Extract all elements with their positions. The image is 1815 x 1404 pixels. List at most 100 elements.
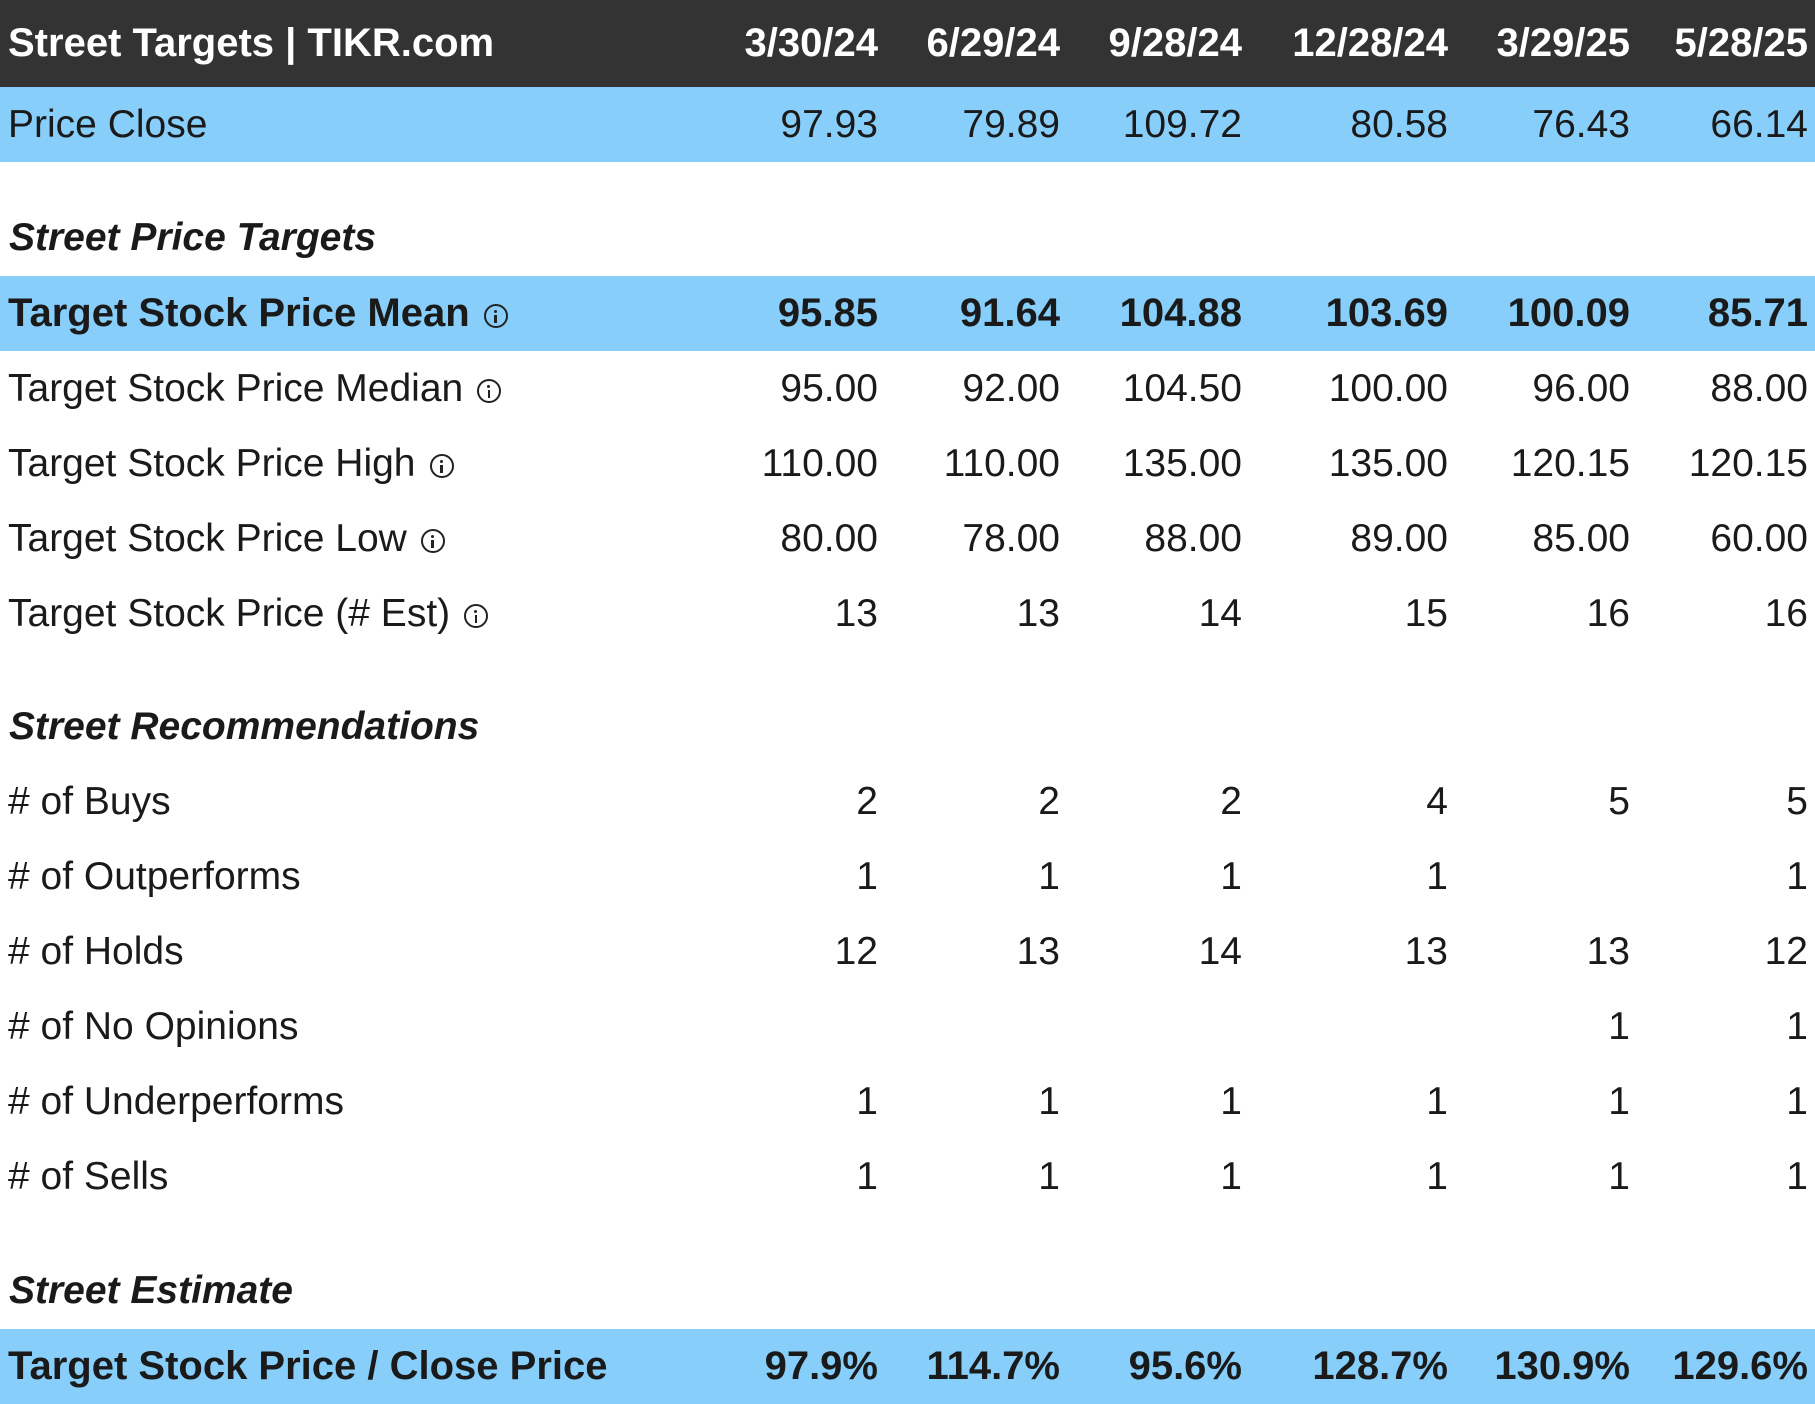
row-label: # of Outperforms: [8, 855, 301, 898]
table-cell: 66.14: [1710, 103, 1808, 146]
table-cell: 91.64: [959, 291, 1060, 335]
row-label: # of No Opinions: [8, 1005, 299, 1048]
table-cell: 1: [1038, 1155, 1060, 1198]
row-label-text: Target Stock Price Median: [8, 367, 464, 410]
table-cell: 100.00: [1328, 367, 1448, 410]
table-title: Street Targets | TIKR.com: [8, 21, 495, 65]
table-cell: 1: [856, 1155, 878, 1198]
table-cell: [882, 989, 1060, 1064]
table-cell: 1: [1786, 1005, 1808, 1048]
row-label: Target Stock Price Low: [8, 501, 445, 576]
table-cell: 88.00: [1144, 517, 1242, 560]
info-icon[interactable]: [483, 303, 508, 328]
table-header: Street Targets | TIKR.com 3/30/24 6/29/2…: [0, 0, 1815, 87]
table-cell: 13: [1586, 930, 1630, 973]
table-cell: 2: [856, 780, 878, 823]
date-column-header: 3/30/24: [744, 21, 878, 65]
target-high-row: Target Stock Price High 110.00 110.00 13…: [0, 426, 1815, 501]
table-cell: 1: [1038, 855, 1060, 898]
table-cell: 110.00: [943, 442, 1060, 485]
table-cell: 100.09: [1507, 291, 1630, 335]
table-cell: 14: [1198, 930, 1242, 973]
table-cell: 97.9%: [764, 1344, 878, 1388]
holds-row: # of Holds 12 13 14 13 13 12: [0, 914, 1815, 989]
table-cell: 78.00: [962, 517, 1060, 560]
table-cell: 2: [1220, 780, 1242, 823]
target-mean-row: Target Stock Price Mean 95.85 91.64 104.…: [0, 276, 1815, 351]
table-cell: 76.43: [1532, 103, 1630, 146]
outperforms-row: # of Outperforms 1 1 1 1 1: [0, 839, 1815, 914]
row-label-text: Target Stock Price Mean: [8, 291, 470, 335]
table-cell: 1: [1786, 1080, 1808, 1123]
table-cell: 12: [834, 930, 878, 973]
date-column-header: 12/28/24: [1292, 21, 1448, 65]
table-cell: 5: [1786, 780, 1808, 823]
table-cell: 96.00: [1532, 367, 1630, 410]
target-est-count-row: Target Stock Price (# Est) 13 13 14 15 1…: [0, 576, 1815, 651]
table-cell: [1064, 989, 1242, 1064]
table-cell: 135.00: [1122, 442, 1242, 485]
row-label: Target Stock Price Median: [8, 351, 502, 426]
row-label: Target Stock Price / Close Price: [8, 1344, 608, 1388]
table-cell: 103.69: [1325, 291, 1448, 335]
info-icon[interactable]: [477, 378, 502, 403]
table-cell: 1: [1426, 855, 1448, 898]
date-column-header: 6/29/24: [926, 21, 1060, 65]
table-cell: 80.58: [1350, 103, 1448, 146]
table-cell: 1: [1786, 1155, 1808, 1198]
table-cell: 4: [1426, 780, 1448, 823]
row-label-text: Target Stock Price High: [8, 442, 416, 485]
table-cell: 80.00: [780, 517, 878, 560]
table-cell: 2: [1038, 780, 1060, 823]
info-icon[interactable]: [420, 528, 445, 553]
no-opinions-row: # of No Opinions 1 1: [0, 989, 1815, 1064]
table-cell: 135.00: [1328, 442, 1448, 485]
target-close-ratio-row: Target Stock Price / Close Price 97.9% 1…: [0, 1329, 1815, 1404]
table-cell: 120.15: [1510, 442, 1630, 485]
date-column-header: 3/29/25: [1496, 21, 1630, 65]
table-cell: 1: [1220, 1080, 1242, 1123]
table-cell: 1: [1786, 855, 1808, 898]
table-cell: [700, 989, 878, 1064]
table-cell: 16: [1586, 592, 1630, 635]
table-cell: 104.50: [1122, 367, 1242, 410]
info-icon[interactable]: [464, 603, 489, 628]
table-cell: 1: [856, 1080, 878, 1123]
table-cell: 129.6%: [1672, 1344, 1808, 1388]
target-low-row: Target Stock Price Low 80.00 78.00 88.00…: [0, 501, 1815, 576]
table-cell: 15: [1404, 592, 1448, 635]
row-label: # of Holds: [8, 930, 184, 973]
table-cell: 104.88: [1119, 291, 1242, 335]
table-cell: 1: [1426, 1080, 1448, 1123]
info-icon[interactable]: [429, 453, 454, 478]
table-cell: [1246, 989, 1448, 1064]
target-median-row: Target Stock Price Median 95.00 92.00 10…: [0, 351, 1815, 426]
table-cell: 95.00: [780, 367, 878, 410]
table-cell: 92.00: [962, 367, 1060, 410]
table-cell: 85.71: [1707, 291, 1808, 335]
table-cell: 120.15: [1688, 442, 1808, 485]
row-label-text: Target Stock Price Low: [8, 517, 407, 560]
table-cell: 1: [1608, 1005, 1630, 1048]
table-cell: 16: [1764, 592, 1808, 635]
table-cell: 1: [1426, 1155, 1448, 1198]
table-cell: 13: [1016, 592, 1060, 635]
table-cell: 13: [1016, 930, 1060, 973]
table-cell: 1: [1038, 1080, 1060, 1123]
sells-row: # of Sells 1 1 1 1 1 1: [0, 1139, 1815, 1214]
row-label: # of Underperforms: [8, 1080, 344, 1123]
table-cell: 130.9%: [1494, 1344, 1630, 1388]
row-label: Target Stock Price High: [8, 426, 454, 501]
table-cell: 1: [1220, 1155, 1242, 1198]
table-cell: 110.00: [761, 442, 878, 485]
row-label: Target Stock Price (# Est): [8, 576, 489, 651]
table-cell: 13: [834, 592, 878, 635]
table-cell: 95.85: [777, 291, 878, 335]
table-cell: 1: [856, 855, 878, 898]
date-column-header: 9/28/24: [1108, 21, 1242, 65]
row-label-text: Target Stock Price (# Est): [8, 592, 451, 635]
buys-row: # of Buys 2 2 2 4 5 5: [0, 764, 1815, 839]
row-label: Price Close: [8, 103, 208, 146]
table-cell: 88.00: [1710, 367, 1808, 410]
price-close-row: Price Close 97.93 79.89 109.72 80.58 76.…: [0, 87, 1815, 162]
